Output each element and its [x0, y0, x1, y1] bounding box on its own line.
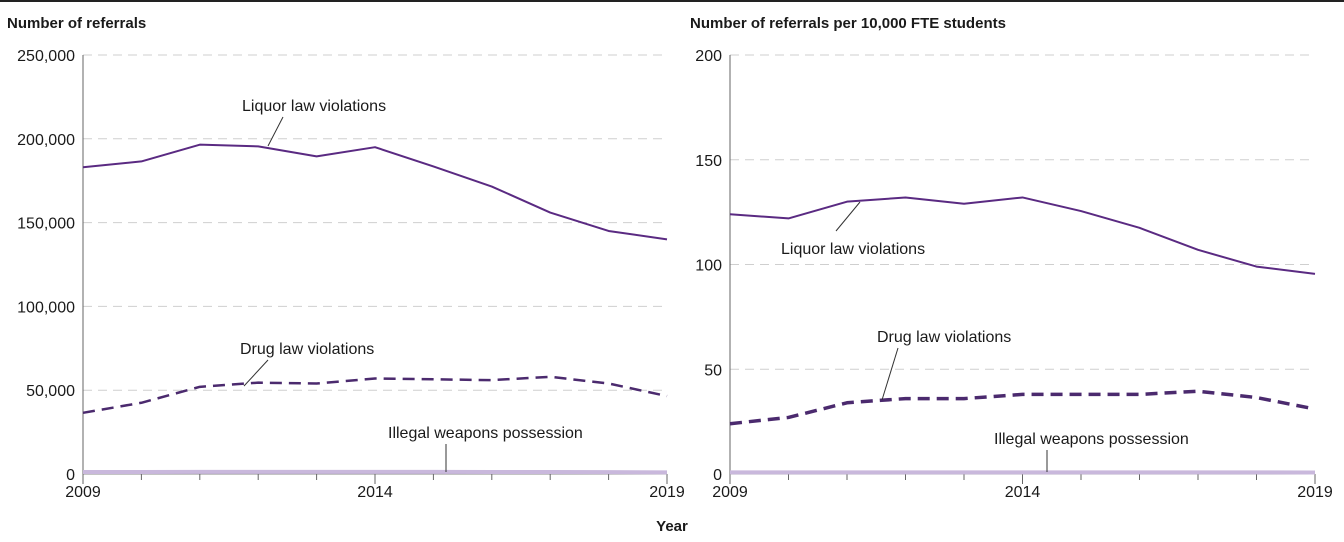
top-rule — [0, 0, 1344, 2]
right-y-tick-label: 0 — [713, 467, 722, 484]
left-series-illegal-weapons-possession — [83, 469, 668, 475]
left-series-drug-law-violations — [82, 375, 668, 415]
left-x-tick-label: 2019 — [649, 484, 685, 501]
right-x-tick-label: 2009 — [712, 484, 748, 501]
right-annotation-label: Drug law violations — [877, 329, 1011, 346]
left-series-liquor-law-violations — [82, 143, 668, 241]
right-annotation-leader — [835, 201, 861, 232]
left-y-tick-label: 0 — [66, 467, 75, 484]
left-y-tick-label: 250,000 — [17, 48, 75, 65]
x-axis-title: Year — [656, 518, 688, 535]
left-annotation-leader — [267, 116, 284, 147]
right-series-drug-law-violations — [729, 389, 1316, 426]
right-y-tick-label: 200 — [695, 48, 722, 65]
left-chart-title: Number of referrals — [7, 15, 147, 32]
right-annotation-label: Liquor law violations — [781, 241, 925, 258]
right-series-liquor-law-violations — [729, 196, 1316, 275]
right-y-tick-label: 50 — [704, 362, 722, 379]
left-y-tick-label: 150,000 — [17, 216, 75, 233]
left-y-tick-label: 100,000 — [17, 299, 75, 316]
left-annotation-label: Drug law violations — [240, 341, 374, 358]
right-x-tick-label: 2019 — [1297, 484, 1333, 501]
right-x-tick-label: 2014 — [1005, 484, 1041, 501]
right-y-tick-label: 150 — [695, 153, 722, 170]
left-y-tick-label: 200,000 — [17, 132, 75, 149]
right-chart-title: Number of referrals per 10,000 FTE stude… — [690, 15, 1006, 32]
left-y-tick-label: 50,000 — [26, 383, 75, 400]
left-annotation-leader — [243, 359, 269, 387]
left-x-tick-label: 2009 — [65, 484, 101, 501]
left-annotation-label: Illegal weapons possession — [388, 425, 583, 442]
right-annotation-label: Illegal weapons possession — [994, 431, 1189, 448]
right-annotation-leader — [881, 347, 899, 401]
left-annotation-label: Liquor law violations — [242, 98, 386, 115]
right-y-tick-label: 100 — [695, 258, 722, 275]
left-x-tick-label: 2014 — [357, 484, 393, 501]
